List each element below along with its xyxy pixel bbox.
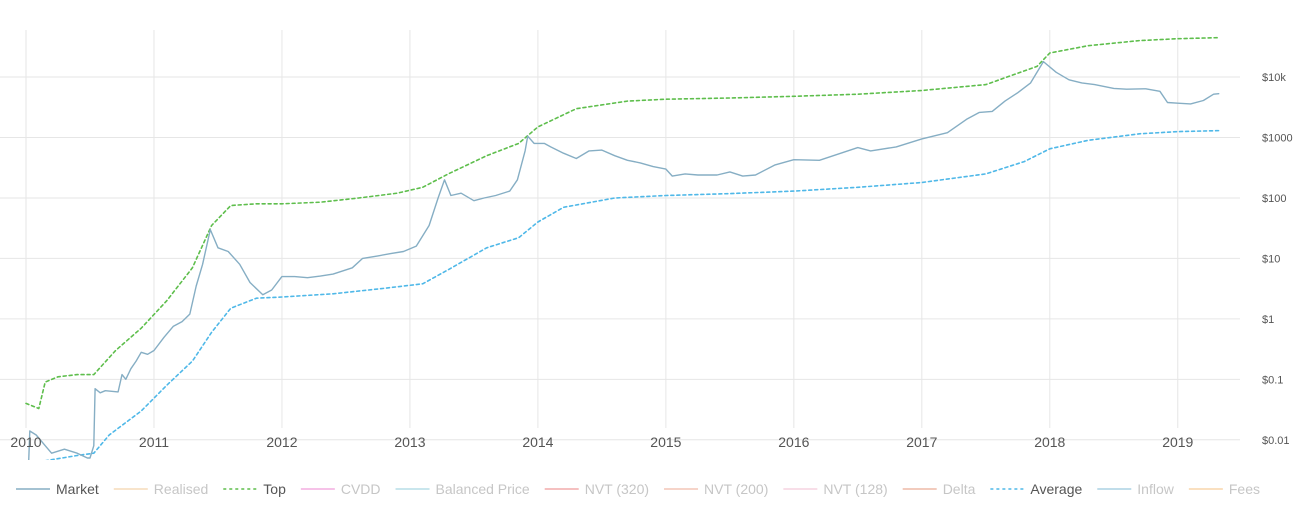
legend-item-delta[interactable]: Delta: [902, 481, 976, 497]
y-tick-label: $10k: [1262, 72, 1286, 84]
y-tick-label: $1000: [1262, 133, 1293, 145]
legend-label: Realised: [154, 481, 208, 497]
series-line-average: [45, 129, 1221, 460]
legend-item-balanced-price[interactable]: Balanced Price: [395, 481, 530, 497]
legend-label: Fees: [1229, 481, 1260, 497]
y-tick-label: $0.1: [1262, 374, 1283, 386]
y-tick-label: $100: [1262, 193, 1286, 205]
legend-item-market[interactable]: Market: [16, 481, 99, 497]
legend-label: NVT (320): [585, 481, 649, 497]
horizontal-gridlines: [0, 76, 1240, 441]
legend-label: CVDD: [341, 481, 381, 497]
y-axis: $0.01 $0.1 $1 $10 $100 $1000 $10k: [1262, 72, 1293, 447]
legend-item-average[interactable]: Average: [990, 481, 1082, 497]
x-tick-label: 2019: [1162, 434, 1193, 450]
x-tick-label: 2012: [266, 434, 297, 450]
legend-label: Balanced Price: [436, 481, 530, 497]
legend-item-realised[interactable]: Realised: [113, 481, 208, 497]
legend-label: Inflow: [1137, 481, 1174, 497]
x-tick-label: 2013: [394, 434, 425, 450]
x-tick-label: 2015: [650, 434, 681, 450]
x-tick-label: 2014: [522, 434, 553, 450]
chart-legend[interactable]: Market Realised Top CVDD Balanced Price NVT (…: [0, 472, 1303, 508]
y-tick-label: $0.01: [1262, 435, 1290, 447]
chart-plot: 2010 2011 2012 2013 2014 2015 2016 2017 2018 2019…: [0, 30, 1293, 460]
legend-item-fees[interactable]: Fees: [1188, 481, 1260, 497]
vertical-gridlines: [25, 30, 1179, 428]
legend-item-nvt-128[interactable]: NVT (128): [783, 481, 888, 497]
y-tick-label: $1: [1262, 314, 1274, 326]
legend-label: Delta: [943, 481, 976, 497]
y-tick-label: $10: [1262, 253, 1280, 265]
x-tick-label: 2016: [778, 434, 809, 450]
legend-item-nvt-320[interactable]: NVT (320): [544, 481, 649, 497]
legend-item-nvt-200[interactable]: NVT (200): [664, 481, 768, 497]
legend-label: NVT (128): [823, 481, 887, 497]
legend-item-inflow[interactable]: Inflow: [1097, 481, 1175, 497]
legend-label: Top: [263, 481, 286, 497]
series-line-top: [25, 36, 1221, 410]
legend-label: Market: [56, 481, 99, 497]
x-axis: 2010 2011 2012 2013 2014 2015 2016 2017 2018 2019: [10, 434, 1193, 450]
legend-item-top[interactable]: Top: [223, 481, 286, 497]
x-tick-label: 2017: [906, 434, 937, 450]
series-lines: [25, 36, 1221, 460]
series-line-market: [28, 60, 1220, 460]
legend-label: NVT (200): [704, 481, 768, 497]
x-tick-label: 2011: [139, 434, 169, 450]
legend-item-cvdd[interactable]: CVDD: [300, 481, 381, 497]
x-tick-label: 2010: [10, 434, 41, 450]
legend-label: Average: [1030, 481, 1082, 497]
x-tick-label: 2018: [1034, 434, 1065, 450]
